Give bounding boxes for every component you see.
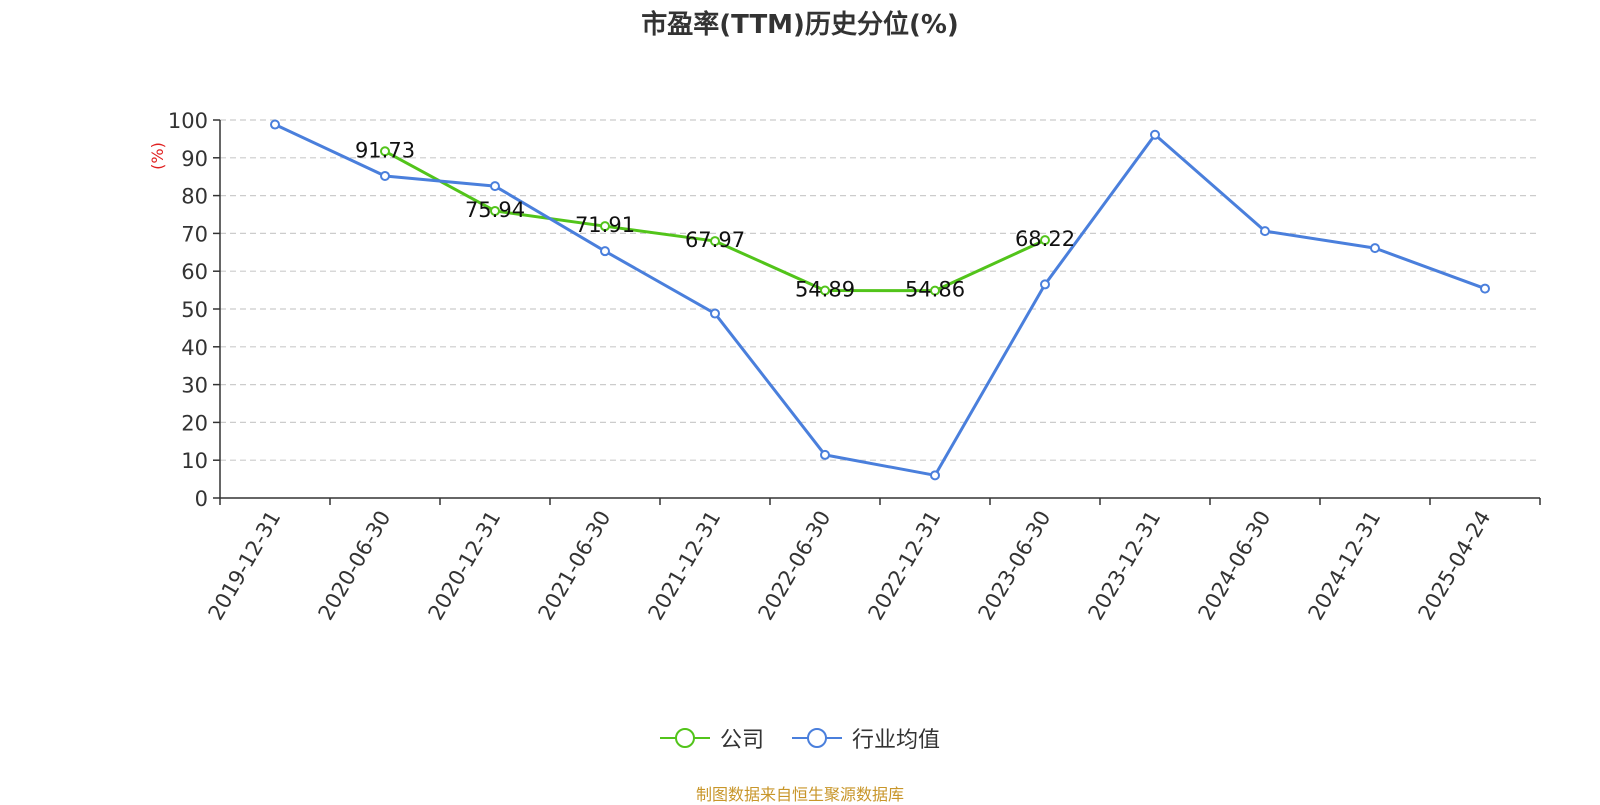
- x-tick-label: 2025-04-24: [1414, 507, 1496, 625]
- data-point: [1480, 283, 1490, 294]
- x-tick-label: 2023-12-31: [1084, 507, 1166, 625]
- x-tick-label: 2019-12-31: [204, 507, 286, 625]
- source-footer: 制图数据来自恒生聚源数据库: [695, 785, 904, 804]
- data-labels: 91.73 75.94 71.91 67.97 54.89 54.86 68.22: [355, 138, 1075, 301]
- data-label: 54.86: [905, 278, 965, 302]
- x-tick-label: 2022-06-30: [754, 507, 836, 625]
- data-label: 71.91: [575, 213, 635, 237]
- y-tick-label: 30: [181, 374, 208, 398]
- data-point: [600, 221, 610, 232]
- data-label: 54.89: [795, 278, 855, 302]
- y-tick-label: 0: [195, 487, 208, 511]
- data-point: [1150, 129, 1160, 140]
- axes: 0 10 20 30 40 50 60 70 80 90 100(%) 2019-12-31 2020-…: [148, 109, 1541, 625]
- data-point: [1370, 243, 1380, 254]
- data-label: 67.97: [685, 228, 745, 252]
- x-tick-label: 2024-06-30: [1194, 507, 1276, 625]
- y-tick-label: 80: [181, 185, 208, 209]
- legend-label-company: 公司: [719, 728, 764, 753]
- y-tick-label: 20: [181, 411, 208, 435]
- data-point: [710, 308, 720, 319]
- data-point: [490, 205, 500, 216]
- x-tick-label: 2022-12-31: [864, 507, 946, 625]
- x-tick-label: 2021-12-31: [644, 507, 726, 625]
- legend-label-industry: 行业均值: [852, 728, 941, 753]
- x-tick-label: 2020-06-30: [314, 507, 396, 625]
- data-point: [600, 246, 610, 257]
- legend: 公司 行业均值: [0, 722, 1600, 754]
- data-point: [820, 449, 830, 460]
- y-tick-label: 10: [181, 449, 208, 473]
- data-label: 68.22: [1015, 227, 1075, 251]
- data-point: [930, 470, 940, 481]
- x-tick-label: 2023-06-30: [974, 507, 1056, 625]
- data-point: [270, 119, 280, 130]
- y-tick-label: 70: [181, 222, 208, 246]
- x-tick-label: 2021-06-30: [534, 507, 616, 625]
- grid-lines: [220, 119, 1540, 461]
- data-point: [1040, 235, 1050, 246]
- series-group: [270, 119, 1490, 481]
- data-point: [710, 236, 720, 247]
- y-tick-label: 60: [181, 260, 208, 284]
- y-tick-label: 90: [181, 147, 208, 171]
- data-label: 75.94: [465, 198, 525, 222]
- data-point: [380, 170, 390, 181]
- legend-marker-industry-icon: [792, 728, 842, 748]
- data-point: [490, 181, 500, 192]
- data-point: [1260, 226, 1270, 237]
- data-point: [1040, 279, 1050, 290]
- data-point: [930, 285, 940, 296]
- legend-item-industry[interactable]: 行业均值: [792, 722, 940, 754]
- x-tick-label: 2024-12-31: [1304, 507, 1386, 625]
- x-tick-label: 2020-12-31: [424, 507, 506, 625]
- y-tick-label: 40: [181, 336, 208, 360]
- legend-item-company[interactable]: 公司: [659, 722, 764, 754]
- y-axis-label: (%): [148, 142, 167, 170]
- data-label: 91.73: [355, 138, 415, 162]
- y-tick-label: 50: [181, 298, 208, 322]
- data-point: [820, 285, 830, 296]
- chart-title: 市盈率(TTM)历史分位(%): [641, 10, 959, 40]
- data-point: [380, 146, 390, 157]
- legend-marker-company-icon: [659, 728, 710, 748]
- y-tick-label: 100: [168, 109, 208, 133]
- series-line-1: [274, 123, 1486, 477]
